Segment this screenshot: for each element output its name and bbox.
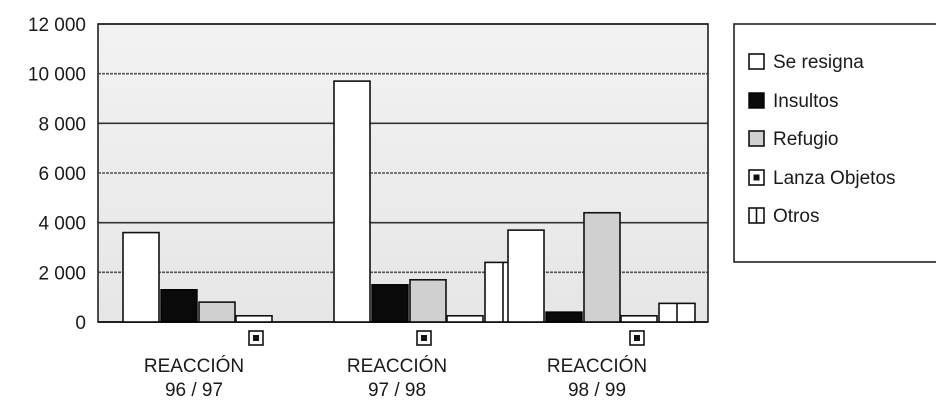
legend-box <box>733 23 936 263</box>
category-marker <box>248 330 264 346</box>
legend-swatch <box>748 130 765 147</box>
y-tick-label: 12 000 <box>28 15 86 36</box>
category-label: REACCIÓN <box>144 355 244 377</box>
legend-swatch <box>748 53 765 70</box>
legend-label: Lanza Objetos <box>773 168 896 189</box>
bars <box>122 80 696 323</box>
y-axis-ticks: 0 2 000 4 000 6 000 8 000 10 000 12 000 <box>28 15 86 334</box>
bar-insultos-2 <box>371 284 409 323</box>
bar-refugio-3 <box>583 211 621 323</box>
legend-item-lanza-objetos: Lanza Objetos <box>748 168 896 189</box>
legend-label: Otros <box>773 206 819 227</box>
legend: Se resigna Insultos Refugio Lanza Objetos Ot… <box>733 23 936 263</box>
bar-se-resigna-1 <box>122 231 160 323</box>
legend-item-refugio: Refugio <box>748 129 839 150</box>
category-label: REACCIÓN <box>347 355 447 377</box>
bar-lanza-objetos-3 <box>620 314 658 323</box>
y-tick-label: 0 <box>75 313 86 334</box>
y-tick-label: 2 000 <box>38 263 86 284</box>
legend-label: Se resigna <box>773 52 864 73</box>
y-tick-label: 8 000 <box>38 114 86 135</box>
category-label: 97 / 98 <box>368 380 426 401</box>
bar-insultos-3 <box>545 311 583 323</box>
legend-item-insultos: Insultos <box>748 91 838 112</box>
category-label: 98 / 99 <box>568 380 626 401</box>
bar-insultos-1 <box>160 289 198 323</box>
bar-lanza-objetos-1 <box>235 314 273 323</box>
bar-se-resigna-2 <box>333 80 371 323</box>
category-label: REACCIÓN <box>547 355 647 377</box>
y-tick-label: 10 000 <box>28 65 86 86</box>
x-axis-categories: REACCIÓN 96 / 97 REACCIÓN 97 / 98 REACCIÓN 98… <box>144 330 647 401</box>
legend-item-se-resigna: Se resigna <box>748 52 864 73</box>
bar-se-resigna-3 <box>507 229 545 323</box>
bar-otros-3 <box>658 302 696 323</box>
category-marker <box>416 330 432 346</box>
category-marker <box>629 330 645 346</box>
legend-label: Insultos <box>773 91 838 112</box>
y-tick-label: 4 000 <box>38 214 86 235</box>
bar-refugio-2 <box>409 278 447 323</box>
legend-item-otros: Otros <box>748 206 819 227</box>
bar-refugio-1 <box>198 301 236 323</box>
legend-label: Refugio <box>773 129 839 150</box>
legend-swatch <box>748 92 765 109</box>
bar-lanza-objetos-2 <box>446 314 484 323</box>
y-tick-label: 6 000 <box>38 164 86 185</box>
category-label: 96 / 97 <box>165 380 223 401</box>
